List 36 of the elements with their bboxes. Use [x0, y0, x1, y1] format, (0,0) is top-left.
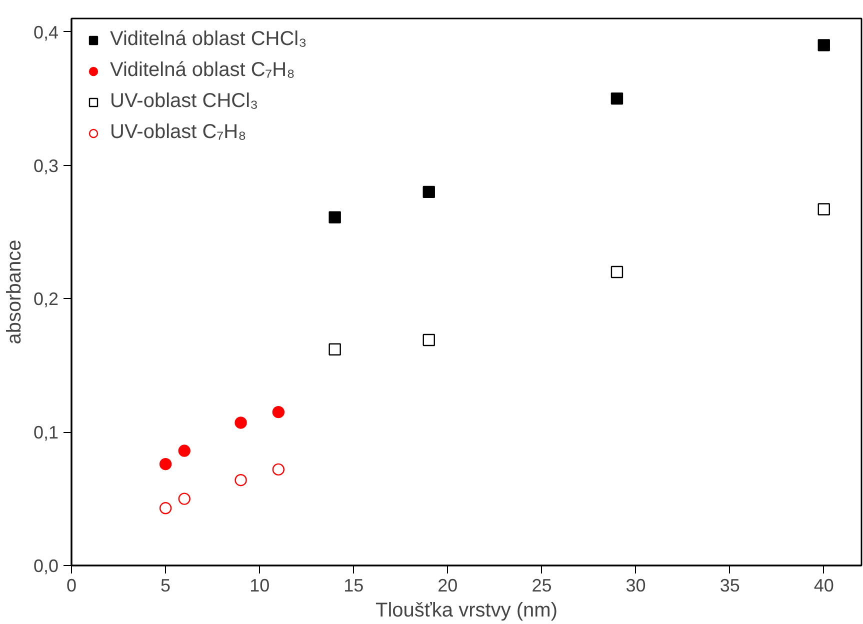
x-tick-label: 35	[720, 576, 740, 596]
legend-label: Viditelná oblast C₇H₈	[110, 59, 295, 82]
x-tick-label: 5	[160, 576, 171, 596]
y-tick-label: 0,0	[33, 556, 59, 576]
legend-label: UV-oblast CHCl₃	[110, 90, 258, 113]
x-tick-label: 10	[250, 576, 270, 596]
y-axis-title: absorbance	[3, 240, 26, 344]
point	[159, 458, 172, 470]
point	[610, 266, 624, 278]
x-tick-label: 15	[344, 576, 364, 596]
point	[234, 416, 247, 429]
point	[234, 474, 247, 486]
point	[818, 203, 830, 216]
y-tick-label: 0,3	[33, 156, 59, 176]
point	[272, 463, 285, 476]
x-tick-label: 0	[66, 576, 77, 596]
x-axis-title: Tloušťka vrstvy (nm)	[376, 600, 558, 622]
y-tick-label: 0,4	[33, 22, 59, 42]
x-tick-label: 25	[532, 576, 552, 596]
x-tick-label: 30	[626, 576, 646, 596]
point	[328, 343, 341, 356]
x-tick-label: 40	[814, 576, 834, 596]
point	[272, 406, 285, 418]
point	[178, 444, 190, 457]
point	[422, 186, 435, 198]
x-tick-label: 20	[438, 576, 458, 596]
point	[159, 502, 172, 514]
point	[818, 39, 830, 52]
point	[178, 492, 190, 505]
legend-label: Viditelná oblast CHCl₃	[110, 28, 307, 51]
point	[328, 211, 341, 224]
point	[422, 334, 435, 346]
legend-label: UV-oblast C₇H₈	[110, 121, 246, 144]
point	[610, 92, 624, 105]
y-tick-label: 0,1	[33, 422, 59, 443]
y-tick-label: 0,2	[33, 289, 59, 310]
